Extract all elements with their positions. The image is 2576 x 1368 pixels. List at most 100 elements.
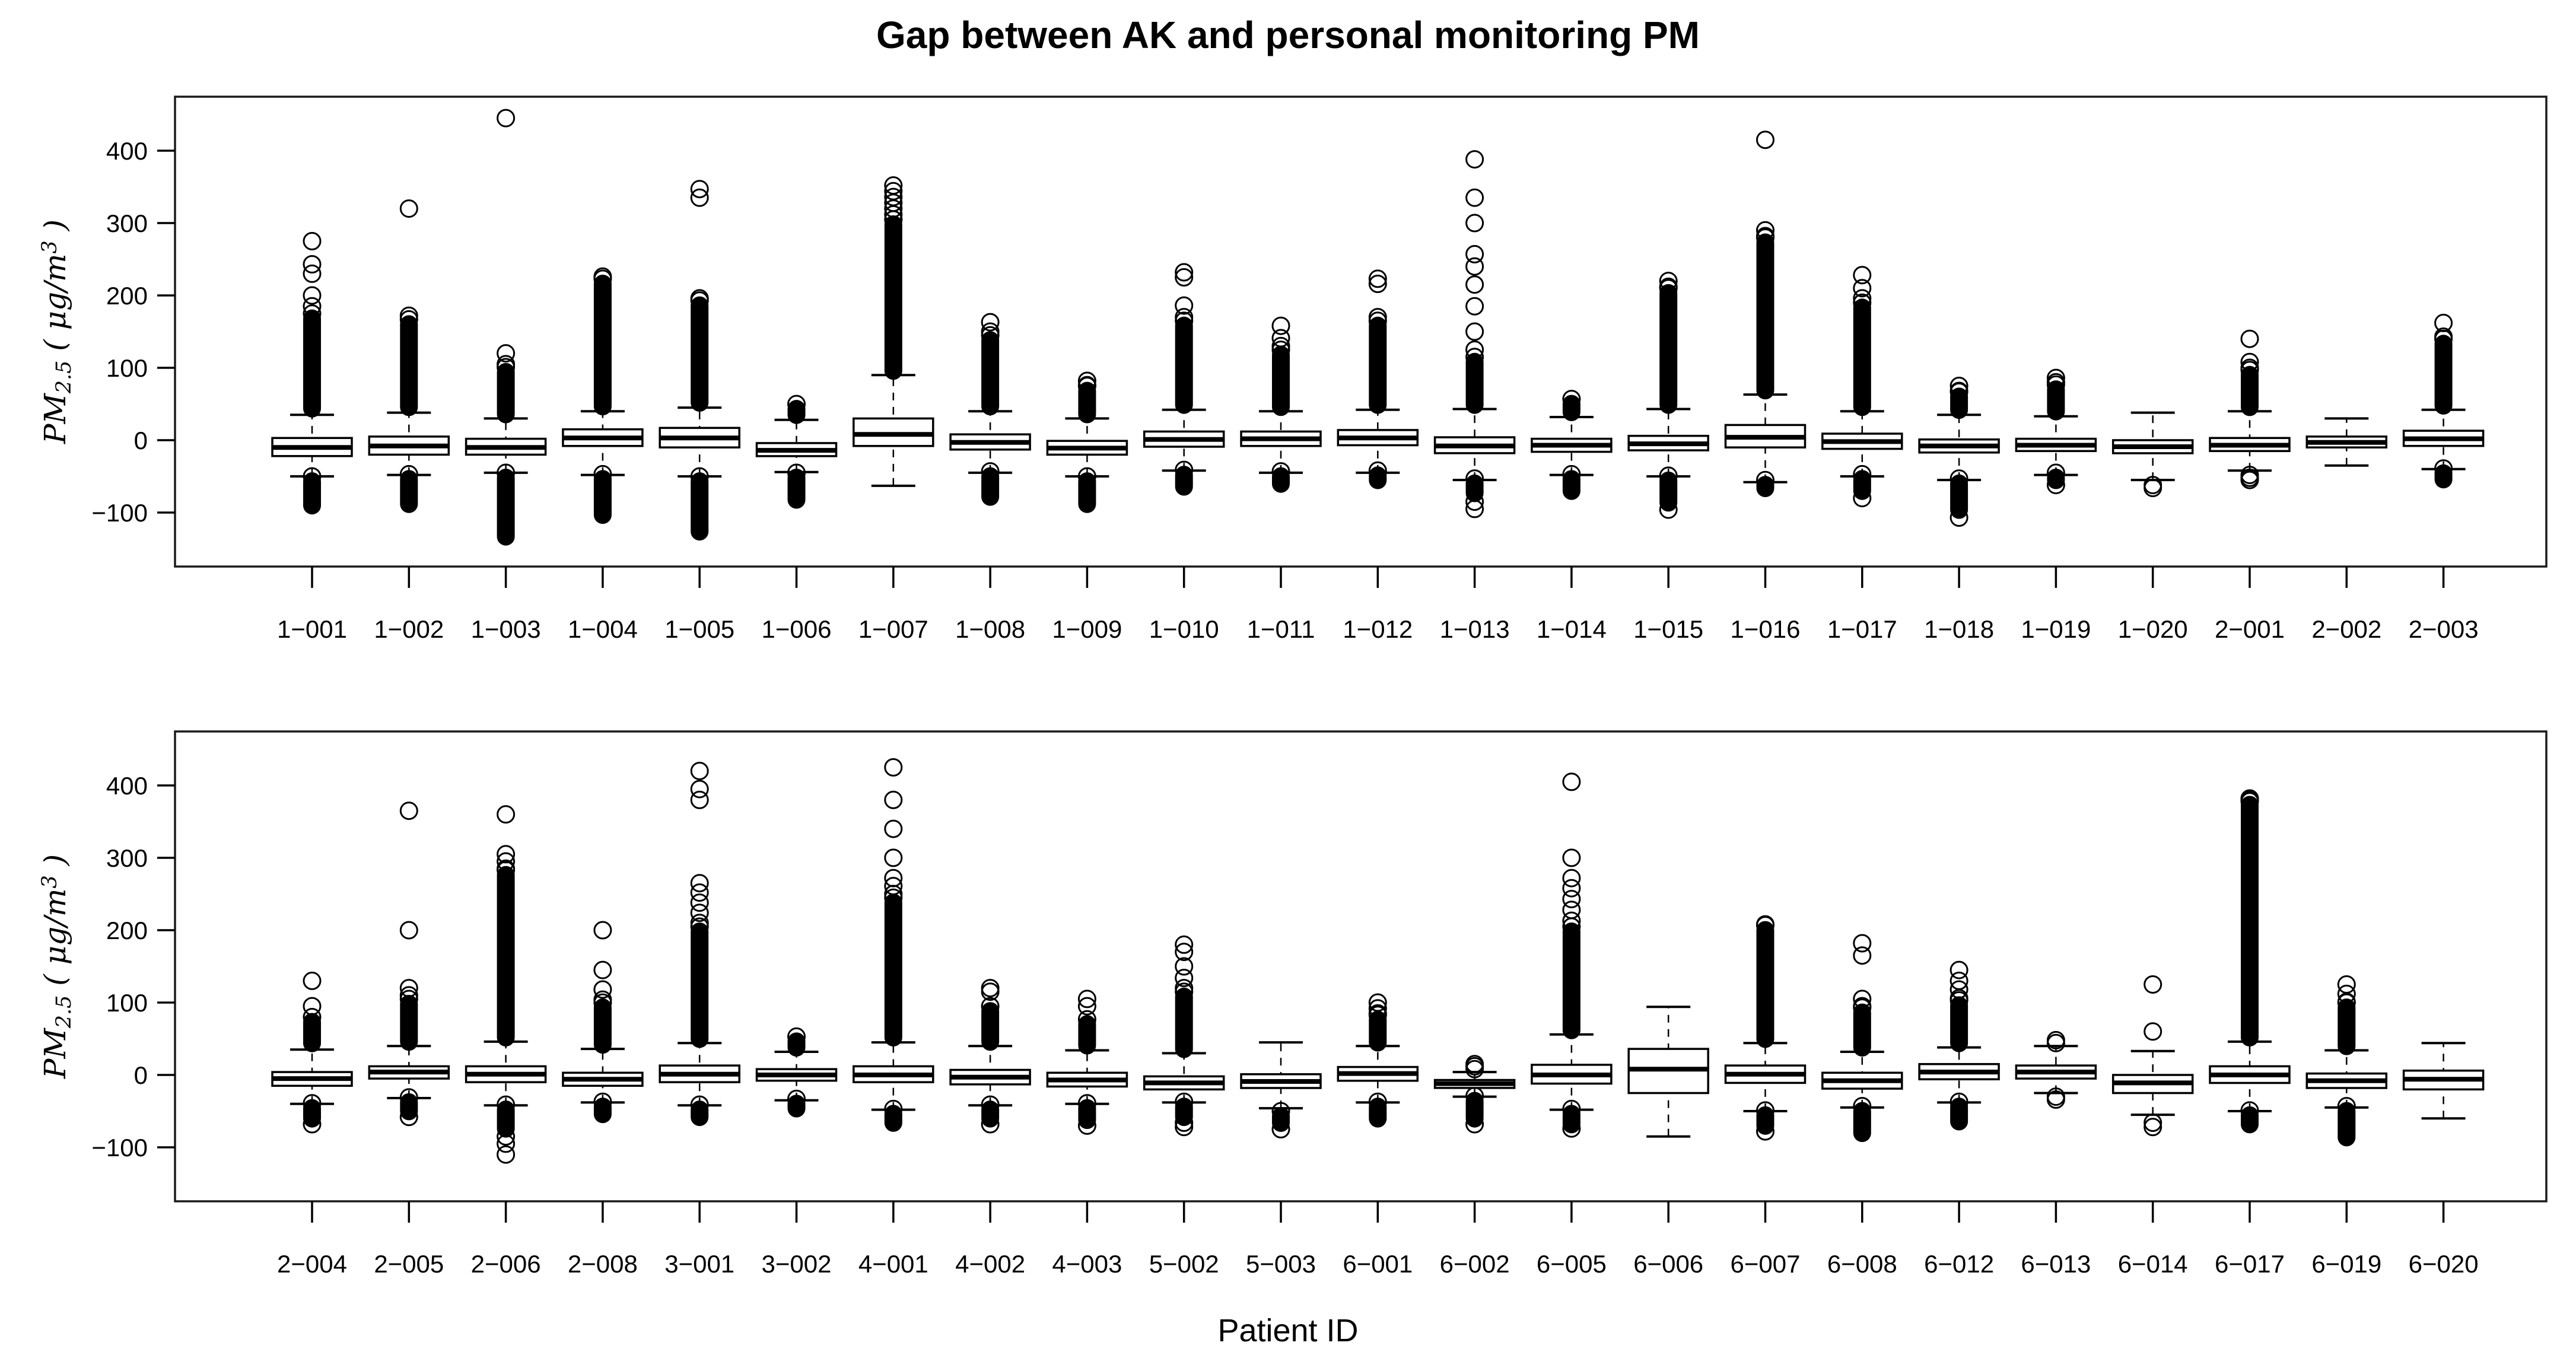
- outlier-point: [690, 188, 709, 207]
- boxplot-1−005: 1−005: [659, 180, 740, 643]
- y-axis-label-part: PM: [38, 1028, 73, 1079]
- outlier-dense-column: [1465, 352, 1484, 414]
- outlier-dense-column: [400, 1093, 418, 1121]
- outlier-point: [2434, 313, 2453, 332]
- outlier-dense-column: [303, 309, 321, 418]
- outlier-point: [303, 297, 322, 316]
- boxplot-1−002: 1−002: [368, 199, 450, 643]
- x-tick-label: 1−001: [277, 615, 347, 643]
- y-axis-label-part: m: [38, 253, 73, 282]
- outlier-point: [1756, 1101, 1774, 1120]
- outlier-point: [399, 801, 418, 820]
- x-tick-label: 1−019: [2021, 615, 2091, 643]
- outlier-point: [2046, 1090, 2065, 1109]
- outlier-dense-column: [303, 1013, 321, 1052]
- outlier-point: [1368, 275, 1387, 293]
- outlier-dense-column: [1175, 1097, 1193, 1127]
- outlier-point: [1077, 376, 1096, 395]
- x-tick-label: 3−001: [664, 1250, 734, 1278]
- outlier-point: [497, 344, 516, 363]
- outlier-dense-column: [1853, 1003, 1871, 1057]
- x-tick-label: 1−007: [858, 615, 928, 643]
- y-tick-label: 300: [106, 209, 148, 237]
- outlier-point: [690, 762, 709, 781]
- outlier-point: [1175, 296, 1194, 315]
- outlier-point: [1077, 990, 1096, 1008]
- outlier-point: [497, 859, 516, 878]
- x-tick-label: 6−014: [2118, 1250, 2188, 1278]
- boxplot-1−012: 1−012: [1337, 269, 1419, 643]
- outlier-point: [399, 986, 418, 1005]
- x-tick-label: 6−008: [1827, 1250, 1897, 1278]
- x-tick-label: 2−006: [471, 1250, 541, 1278]
- outlier-point: [690, 780, 709, 798]
- outlier-point: [1465, 245, 1484, 263]
- x-tick-label: 1−012: [1343, 615, 1413, 643]
- outlier-point: [593, 980, 612, 999]
- outlier-point: [593, 960, 612, 979]
- outlier-dense-column: [1756, 476, 1774, 497]
- x-tick-label: 2−002: [2311, 615, 2381, 643]
- x-tick-label: 3−002: [762, 1250, 832, 1278]
- boxplot-6−019: 6−019: [2305, 975, 2388, 1278]
- outlier-point: [1853, 293, 1872, 312]
- outlier-point: [1271, 316, 1290, 335]
- y-axis-label-bottom: PM2.5 ( μg/m3 ): [38, 854, 76, 1079]
- outlier-point: [690, 180, 709, 199]
- outlier-point: [787, 395, 806, 413]
- outlier-point: [690, 289, 709, 308]
- outlier-point: [303, 467, 322, 486]
- outlier-point: [2337, 975, 2356, 994]
- outlier-point: [2144, 479, 2162, 497]
- outlier-dense-column: [1950, 387, 1968, 419]
- outlier-point: [1368, 1092, 1387, 1111]
- outlier-point: [1465, 214, 1484, 233]
- outlier-point: [1562, 911, 1581, 930]
- x-tick-label: 6−007: [1731, 1250, 1801, 1278]
- outlier-point: [981, 997, 1000, 1016]
- outlier-dense-column: [1078, 1099, 1096, 1130]
- boxplot-1−009: 1−009: [1046, 371, 1128, 643]
- boxplot-6−013: 6−013: [2015, 1030, 2097, 1278]
- outlier-point: [399, 465, 418, 483]
- y-axis-label-part: 2.5: [52, 995, 76, 1029]
- panel-top: −100 0 100 200 300 400 1−001 1−002 1−003 1−004 1−0…: [91, 96, 2548, 643]
- outlier-point: [1368, 461, 1387, 480]
- outlier-point: [1756, 470, 1774, 489]
- outlier-point: [303, 304, 322, 323]
- y-axis-label-top: PM2.5 ( μg/m3 ): [38, 219, 76, 444]
- outlier-point: [981, 1115, 1000, 1134]
- x-tick-label: 1−010: [1149, 615, 1219, 643]
- y-axis-label-part: ): [38, 854, 73, 876]
- boxplot-1−020: 1−020: [2111, 411, 2194, 643]
- boxplot-2−008: 2−008: [562, 921, 644, 1278]
- outlier-dense-column: [981, 331, 1000, 416]
- outlier-point: [1562, 465, 1581, 483]
- y-axis-label-part: 3: [38, 875, 62, 889]
- outlier-point: [1175, 979, 1194, 998]
- outlier-point: [981, 462, 1000, 481]
- outlier-point: [497, 845, 516, 864]
- outlier-point: [2046, 476, 2065, 495]
- outlier-point: [884, 819, 903, 838]
- outlier-dense-column: [1369, 316, 1387, 414]
- boxplot-6−007: 6−007: [1724, 915, 1807, 1278]
- boxplot-1−008: 1−008: [949, 313, 1031, 643]
- outlier-point: [1562, 879, 1581, 898]
- x-tick-label: 1−018: [1924, 615, 1994, 643]
- outlier-point: [1271, 329, 1290, 348]
- outlier-point: [884, 182, 903, 201]
- outlier-point: [1465, 150, 1484, 169]
- boxplot-6−020: 6−020: [2402, 1042, 2485, 1278]
- x-tick-label: 4−001: [858, 1250, 928, 1278]
- outlier-dense-column: [303, 1099, 321, 1128]
- boxplot-4−003: 4−003: [1046, 990, 1128, 1278]
- outlier-point: [690, 874, 709, 893]
- outlier-point: [1465, 348, 1484, 367]
- outlier-point: [1368, 993, 1387, 1012]
- outlier-point: [1175, 943, 1194, 962]
- outlier-point: [1853, 489, 1872, 508]
- outlier-point: [1950, 980, 1968, 999]
- outlier-point: [1465, 469, 1484, 488]
